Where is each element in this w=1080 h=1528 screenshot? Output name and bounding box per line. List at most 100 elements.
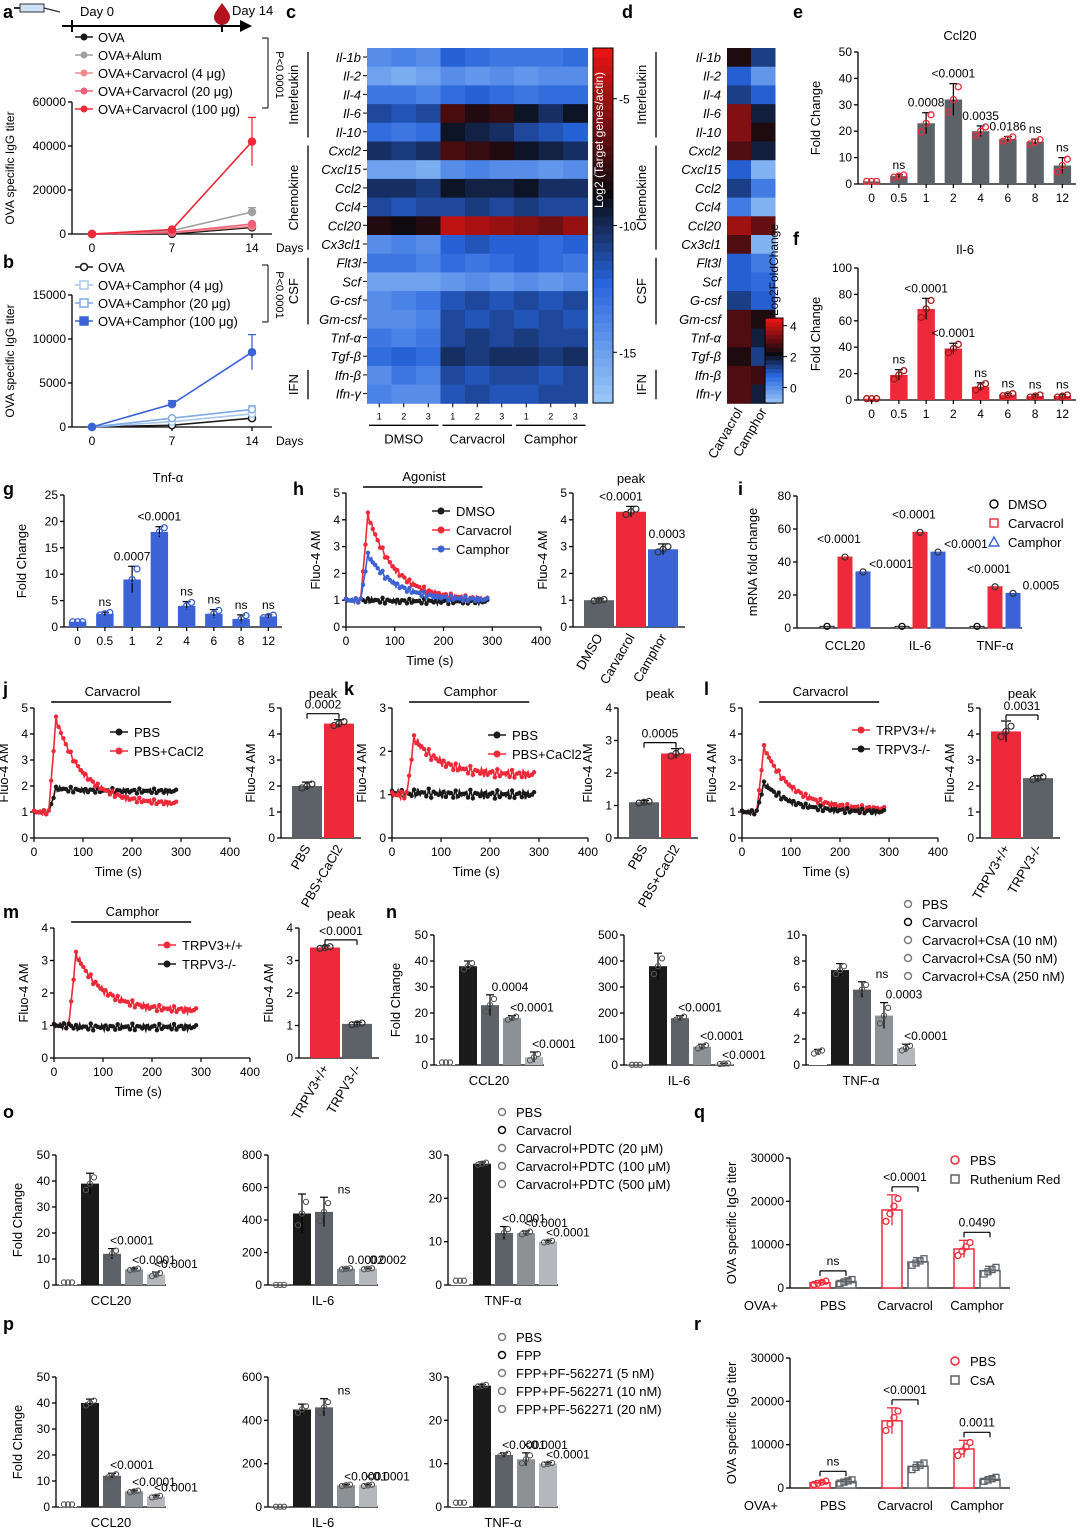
replicate-dot	[478, 1382, 486, 1389]
heatmap-cell	[514, 309, 539, 329]
y-tick-label: 0	[435, 1278, 442, 1292]
x-tick-label: 0	[868, 407, 875, 421]
heatmap-cell	[514, 328, 539, 348]
trace-point	[154, 1008, 160, 1014]
y-axis-label: Fluo-4 AM	[16, 963, 31, 1022]
replicate-dot	[640, 798, 648, 806]
bar	[437, 1062, 455, 1065]
heatmap-cell	[391, 122, 417, 142]
x-tick-label: 0.5	[891, 191, 908, 205]
replicate-dot	[456, 1499, 464, 1506]
row-label: G-csf	[690, 293, 722, 308]
y-tick-label: 80	[778, 489, 792, 503]
replicate-dot	[854, 991, 862, 998]
trace-point	[88, 1021, 93, 1026]
replicate-point	[822, 1477, 830, 1485]
replicate-dot	[324, 1199, 332, 1207]
trace-point	[761, 779, 767, 784]
replicate-dot	[128, 575, 136, 584]
row-group-label: CSF	[634, 278, 649, 304]
x-tick-label: PBS	[288, 842, 314, 872]
trace-point	[373, 532, 378, 537]
row-group-label: IFN	[286, 374, 301, 395]
trace-point	[845, 805, 850, 811]
replicate-point	[958, 1447, 966, 1455]
y-tick-label: 0	[286, 1051, 293, 1065]
heatmap-cell	[751, 48, 776, 68]
replicate-dot	[60, 1501, 68, 1508]
trace-point	[517, 790, 522, 796]
legend-marker	[987, 535, 1001, 547]
heatmap-cell	[751, 197, 776, 217]
trace-point	[144, 1003, 150, 1009]
trace-point	[845, 801, 850, 807]
trace-point	[83, 771, 88, 777]
panel-r: 0 10000 20000 30000 OVA specific IgG titer OV…	[724, 1351, 1010, 1513]
heatmap-cell	[727, 253, 752, 273]
significance-label: <0.0001	[502, 1438, 546, 1452]
replicate-dot	[548, 1459, 556, 1467]
trace-point	[766, 755, 772, 760]
bar	[862, 398, 881, 400]
replicate-point	[912, 1463, 920, 1472]
heatmap-cell	[440, 235, 466, 255]
legend-marker	[80, 69, 88, 77]
replicate-dot	[880, 1012, 888, 1019]
heatmap-cell	[391, 291, 417, 311]
legend-label: PBS	[516, 1330, 542, 1345]
trace-point	[193, 1023, 199, 1028]
y-axis-label: Fold Change	[10, 1183, 25, 1257]
trace-point	[776, 768, 781, 773]
heatmap-cell	[727, 141, 752, 161]
replicate-dot	[680, 1013, 688, 1020]
trace-point	[394, 567, 400, 573]
bar	[473, 1163, 491, 1285]
significance-label: ns	[1056, 141, 1069, 155]
replicate-dot	[841, 553, 849, 561]
legend-label: PBS	[970, 1153, 996, 1168]
colorbar-segment	[593, 332, 613, 342]
y-tick-label: 40	[778, 555, 792, 569]
trace-point	[781, 775, 786, 781]
trace-point	[504, 791, 510, 797]
legend-label: Carvacrol	[516, 1123, 572, 1138]
y-axis-label: Fold Change	[10, 1405, 25, 1479]
significance-label: <0.0001	[532, 1037, 576, 1051]
y-tick-label: 1	[605, 799, 612, 813]
legend-label: Camphor	[1008, 535, 1062, 550]
replicate-point	[992, 1473, 1000, 1482]
bar	[481, 1005, 499, 1065]
trace-point	[157, 1002, 162, 1008]
legend-marker	[79, 298, 89, 308]
replicate-dot	[108, 1472, 116, 1479]
replicate-dot	[156, 1492, 164, 1499]
replicate-point	[958, 1247, 966, 1255]
trace-point	[171, 1021, 177, 1027]
y-axis-label: Fold Change	[808, 81, 823, 155]
y-tick-label: 2	[379, 744, 386, 758]
heatmap-cell	[751, 216, 776, 236]
row-label: Ccl2	[695, 181, 722, 196]
replicate-dot	[150, 532, 159, 540]
heatmap-cell	[563, 272, 588, 292]
replicate-point	[844, 1477, 852, 1485]
row-label: Il-1b	[336, 50, 361, 65]
colorbar-segment	[593, 394, 613, 404]
replicate-dot	[490, 995, 498, 1003]
replicate-dot	[832, 970, 840, 978]
trace-point	[90, 779, 96, 784]
colorbar-segment	[593, 252, 613, 262]
day0-label: Day 0	[80, 4, 114, 19]
x-tick-label: PBS	[820, 1498, 846, 1513]
heatmap-cell	[489, 178, 515, 199]
bar	[293, 1409, 311, 1507]
y-tick-label: 6	[793, 980, 800, 994]
legend-label: PBS	[134, 725, 160, 740]
legend-marker	[497, 1332, 507, 1342]
y-tick-label: 30	[415, 980, 429, 994]
x-tick-label: 200	[830, 845, 850, 859]
row-label: Ccl2	[335, 181, 362, 196]
replicate-dot	[645, 797, 653, 806]
trace-point	[531, 770, 537, 775]
